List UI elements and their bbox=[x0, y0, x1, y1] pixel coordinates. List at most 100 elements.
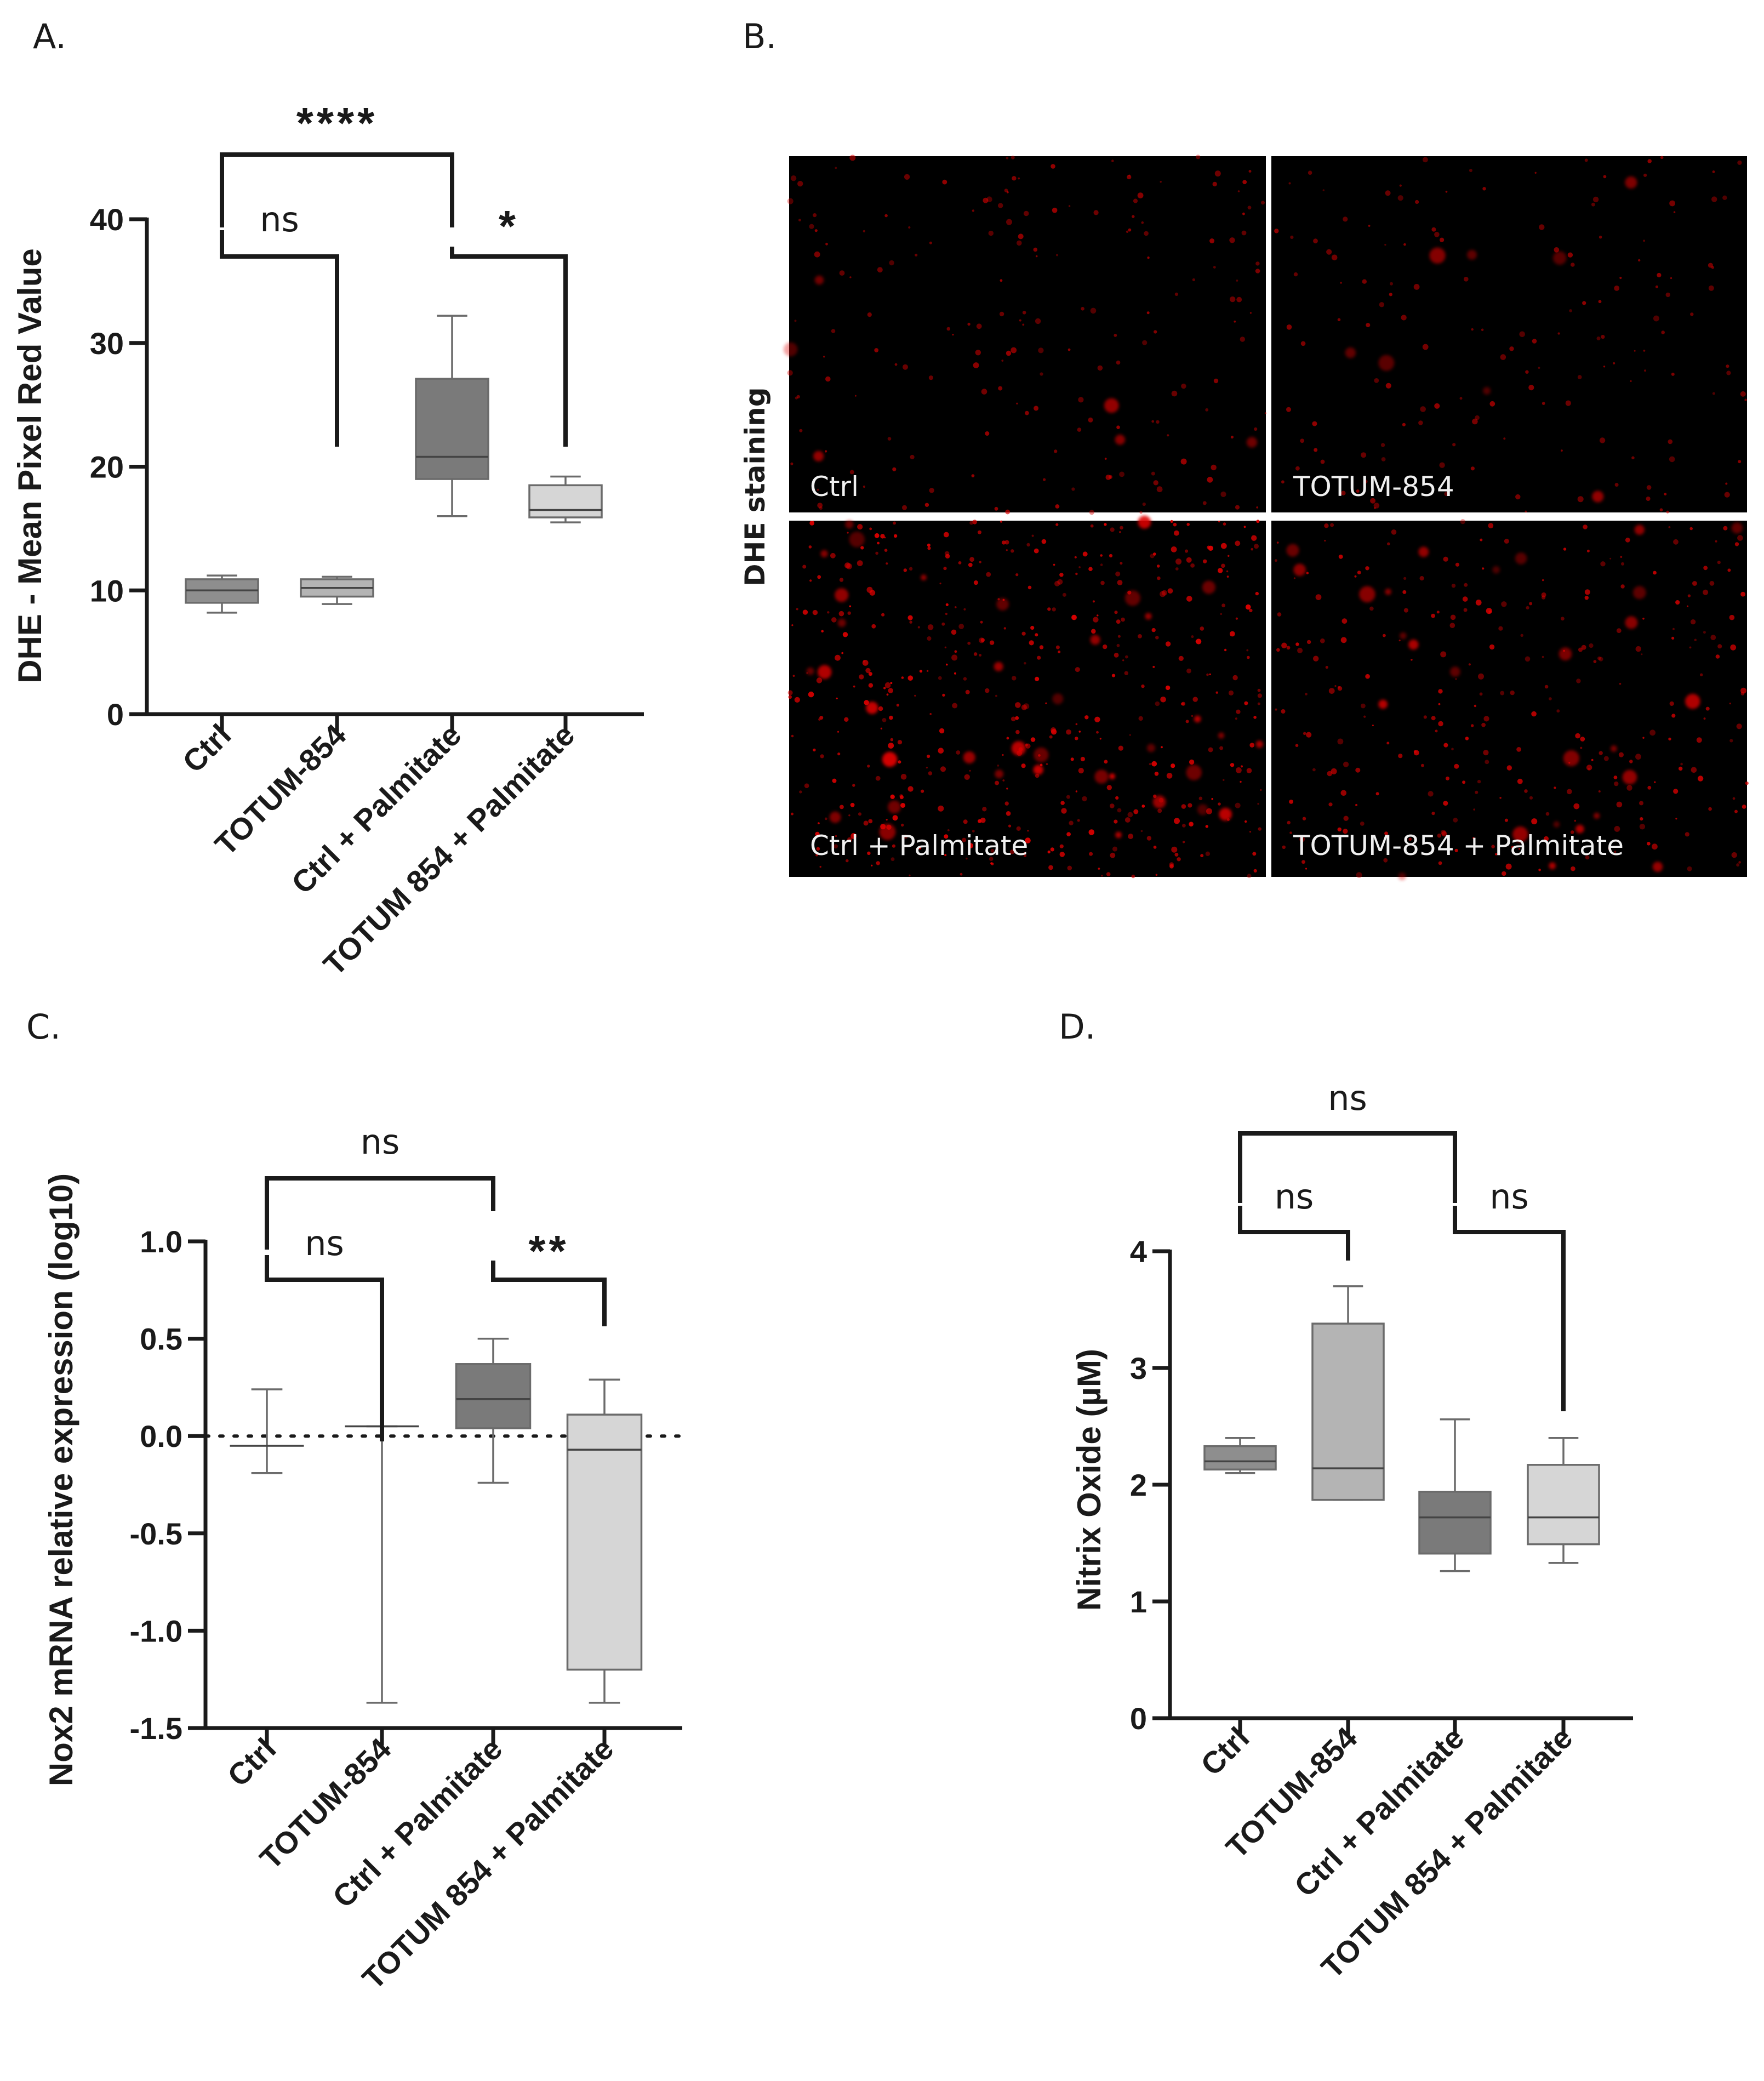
stain-spot bbox=[1475, 600, 1482, 606]
stain-spot bbox=[1467, 249, 1477, 260]
stain-spot bbox=[1475, 415, 1480, 420]
stain-spot bbox=[883, 687, 886, 689]
stain-spot bbox=[1403, 243, 1406, 246]
stain-spot bbox=[1088, 829, 1095, 835]
stain-spot bbox=[976, 323, 982, 329]
stain-spot bbox=[1438, 861, 1442, 865]
stain-spot bbox=[1206, 673, 1209, 676]
stain-spot bbox=[998, 203, 1003, 208]
stain-spot bbox=[967, 322, 971, 326]
stain-spot bbox=[884, 682, 891, 688]
stain-spot bbox=[1002, 598, 1005, 601]
stain-spot bbox=[1051, 729, 1057, 735]
stain-spot bbox=[1096, 731, 1099, 734]
stain-spot bbox=[1246, 768, 1252, 773]
c-y-tick-label: -1.0 bbox=[130, 1614, 183, 1648]
stain-spot bbox=[1620, 584, 1625, 589]
stain-spot bbox=[1180, 702, 1184, 705]
stain-spot bbox=[1174, 818, 1180, 824]
stain-spot bbox=[946, 663, 948, 665]
stain-spot bbox=[1689, 527, 1693, 531]
d-box-iqr bbox=[1203, 1445, 1277, 1471]
c-significance-bracket bbox=[265, 1176, 495, 1250]
stain-spot bbox=[1151, 628, 1156, 632]
stain-spot bbox=[892, 467, 897, 471]
stain-spot bbox=[951, 629, 957, 635]
stain-spot bbox=[927, 624, 934, 630]
stain-spot bbox=[866, 702, 878, 714]
stain-spot bbox=[1034, 747, 1049, 762]
stain-spot bbox=[1557, 332, 1560, 335]
stain-spot bbox=[1444, 492, 1449, 497]
stain-spot bbox=[939, 728, 945, 734]
stain-spot bbox=[1314, 448, 1318, 452]
stain-spot bbox=[1055, 523, 1059, 526]
stain-spot bbox=[1492, 566, 1500, 574]
stain-spot bbox=[1685, 832, 1689, 837]
stain-spot bbox=[887, 437, 892, 441]
stain-spot bbox=[1115, 435, 1126, 445]
stain-spot bbox=[837, 618, 846, 628]
stain-spot bbox=[1059, 573, 1064, 577]
stain-spot bbox=[1439, 462, 1445, 468]
stain-spot bbox=[1411, 659, 1413, 661]
stain-spot bbox=[1132, 215, 1135, 218]
stain-spot bbox=[1109, 554, 1113, 558]
stain-spot bbox=[1413, 750, 1419, 756]
stain-spot bbox=[1114, 653, 1119, 658]
stain-spot bbox=[849, 532, 865, 548]
stain-spot bbox=[1249, 312, 1252, 314]
stain-spot bbox=[1066, 832, 1071, 836]
stain-spot bbox=[1626, 785, 1632, 791]
stain-spot bbox=[1211, 464, 1217, 471]
a-significance-bracket bbox=[220, 152, 454, 227]
stain-spot bbox=[927, 546, 931, 550]
d-category-label-ctrl: Ctrl bbox=[1194, 1720, 1256, 1782]
stain-spot bbox=[1584, 596, 1589, 600]
stain-spot bbox=[1454, 848, 1458, 852]
stain-spot bbox=[1185, 720, 1189, 723]
stain-spot bbox=[1438, 703, 1441, 705]
stain-spot bbox=[1601, 335, 1605, 339]
stain-spot bbox=[1451, 584, 1456, 588]
stain-spot bbox=[1495, 853, 1498, 856]
stain-spot bbox=[886, 819, 888, 821]
stain-spot bbox=[1421, 763, 1424, 767]
a-significance-bracket bbox=[450, 247, 568, 447]
stain-spot bbox=[893, 534, 898, 538]
stain-spot bbox=[1383, 634, 1386, 637]
stain-spot bbox=[794, 320, 797, 322]
stain-spot bbox=[792, 675, 795, 677]
stain-spot bbox=[1051, 164, 1055, 169]
stain-spot bbox=[1505, 863, 1512, 870]
stain-spot bbox=[1668, 737, 1671, 741]
stain-spot bbox=[1282, 845, 1286, 849]
stain-spot bbox=[1125, 655, 1128, 659]
stain-spot bbox=[1643, 173, 1647, 177]
stain-spot bbox=[927, 543, 930, 547]
stain-spot bbox=[1140, 830, 1143, 833]
stain-spot bbox=[1730, 644, 1737, 651]
stain-spot bbox=[1652, 843, 1658, 850]
stain-spot bbox=[1526, 606, 1529, 609]
stain-spot bbox=[1614, 851, 1617, 853]
stain-spot bbox=[1018, 747, 1023, 751]
micrograph-label-totum-854: TOTUM-854 bbox=[1293, 471, 1454, 503]
stain-spot bbox=[1609, 557, 1612, 560]
stain-spot bbox=[903, 568, 907, 572]
stain-spot bbox=[1643, 240, 1646, 242]
stain-spot bbox=[1165, 685, 1171, 691]
stain-spot bbox=[1399, 184, 1402, 187]
stain-spot bbox=[1035, 255, 1038, 258]
stain-spot bbox=[1029, 640, 1034, 646]
stain-spot bbox=[1574, 819, 1577, 822]
stain-spot bbox=[899, 795, 904, 800]
stain-spot bbox=[1625, 616, 1638, 629]
stain-spot bbox=[1082, 551, 1088, 557]
stain-spot bbox=[1043, 478, 1046, 481]
stain-spot bbox=[1088, 417, 1093, 423]
stain-spot bbox=[1400, 632, 1407, 640]
stain-spot bbox=[1438, 689, 1443, 694]
stain-spot bbox=[842, 632, 848, 637]
stain-spot bbox=[1196, 155, 1201, 159]
